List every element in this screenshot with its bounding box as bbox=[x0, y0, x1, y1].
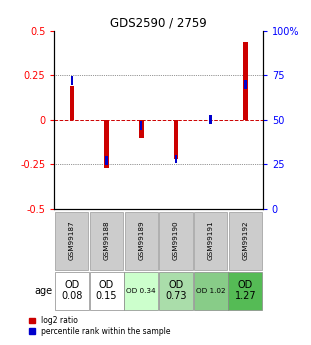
Bar bbox=[159, 272, 193, 310]
Bar bbox=[90, 211, 123, 270]
Bar bbox=[174, 120, 178, 159]
Text: OD
0.08: OD 0.08 bbox=[61, 280, 82, 302]
Text: OD 1.02: OD 1.02 bbox=[196, 288, 225, 294]
Bar bbox=[194, 272, 228, 310]
Text: age: age bbox=[35, 286, 53, 296]
Bar bbox=[55, 272, 89, 310]
Bar bbox=[243, 42, 248, 120]
Polygon shape bbox=[39, 281, 52, 300]
Bar bbox=[104, 120, 109, 168]
Bar bbox=[90, 272, 123, 310]
Bar bbox=[175, 155, 177, 164]
Text: OD
0.73: OD 0.73 bbox=[165, 280, 187, 302]
Bar bbox=[105, 156, 108, 165]
Bar bbox=[228, 272, 262, 310]
Bar bbox=[229, 211, 262, 270]
Bar bbox=[55, 211, 88, 270]
Bar bbox=[124, 272, 158, 310]
Text: GSM99191: GSM99191 bbox=[208, 221, 214, 260]
Bar bbox=[159, 211, 193, 270]
Bar bbox=[125, 211, 158, 270]
Bar bbox=[140, 121, 142, 130]
Text: OD
1.27: OD 1.27 bbox=[234, 280, 256, 302]
Text: GSM99188: GSM99188 bbox=[104, 221, 109, 260]
Bar bbox=[139, 120, 143, 138]
Text: GSM99187: GSM99187 bbox=[69, 221, 75, 260]
Bar bbox=[244, 80, 247, 89]
Text: OD
0.15: OD 0.15 bbox=[96, 280, 117, 302]
Text: GSM99190: GSM99190 bbox=[173, 221, 179, 260]
Legend: log2 ratio, percentile rank within the sample: log2 ratio, percentile rank within the s… bbox=[29, 316, 170, 336]
Bar bbox=[210, 116, 212, 124]
Text: OD 0.34: OD 0.34 bbox=[127, 288, 156, 294]
Bar bbox=[194, 211, 227, 270]
Bar bbox=[71, 76, 73, 85]
Text: GSM99192: GSM99192 bbox=[243, 221, 248, 260]
Text: GSM99189: GSM99189 bbox=[138, 221, 144, 260]
Title: GDS2590 / 2759: GDS2590 / 2759 bbox=[110, 17, 207, 30]
Bar bbox=[70, 86, 74, 120]
